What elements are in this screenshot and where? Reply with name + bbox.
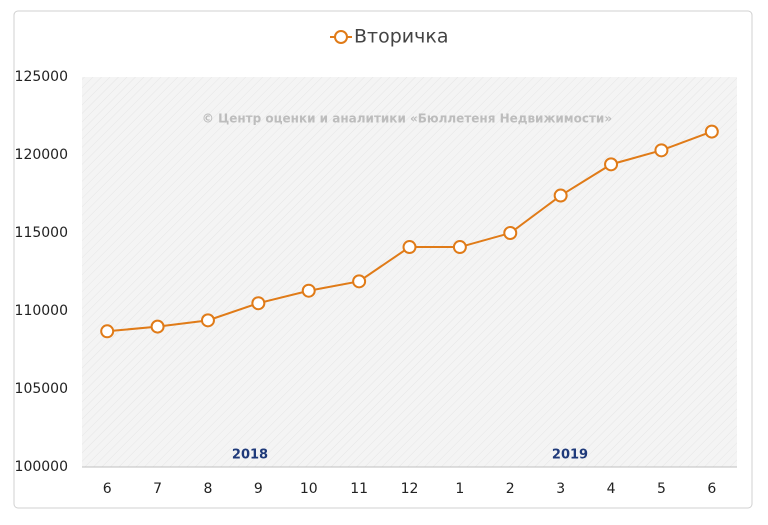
data-point [452, 240, 467, 255]
x-tick-label: 6 [707, 481, 716, 497]
data-point [251, 296, 266, 311]
legend: Вторичка [330, 26, 448, 48]
data-point [604, 157, 619, 172]
x-tick-label: 10 [300, 481, 318, 497]
y-tick-label: 100000 [15, 459, 68, 475]
data-point [654, 143, 669, 158]
data-point [503, 226, 518, 240]
x-tick-label: 1 [455, 481, 464, 497]
x-tick-label: 11 [350, 481, 368, 497]
data-point [100, 324, 115, 339]
legend-label: Вторичка [354, 26, 448, 48]
y-tick-label: 105000 [15, 381, 68, 397]
plot-area [82, 77, 737, 467]
data-point [150, 319, 165, 334]
annotation: 2019 [552, 448, 588, 463]
x-tick-label: 9 [254, 481, 263, 497]
y-tick-label: 110000 [15, 303, 68, 319]
x-tick-label: 12 [401, 481, 419, 497]
y-tick-label: 125000 [15, 69, 68, 85]
data-point [352, 274, 367, 289]
x-tick-label: 7 [153, 481, 162, 497]
x-tick-label: 4 [607, 481, 616, 497]
x-tick-label: 2 [506, 481, 515, 497]
data-point [402, 240, 417, 255]
y-tick-label: 120000 [15, 147, 68, 163]
data-point [553, 188, 568, 203]
x-tick-label: 6 [103, 481, 112, 497]
x-tick-label: 8 [204, 481, 213, 497]
x-tick-label: 5 [657, 481, 666, 497]
annotation: © Центр оценки и аналитики «Бюллетеня Не… [202, 112, 612, 126]
legend-marker [334, 30, 348, 44]
data-point [704, 124, 719, 139]
data-point [200, 313, 215, 328]
y-tick-label: 115000 [15, 225, 68, 241]
annotation: 2018 [232, 448, 268, 463]
data-point [301, 283, 316, 298]
x-tick-label: 3 [556, 481, 565, 497]
